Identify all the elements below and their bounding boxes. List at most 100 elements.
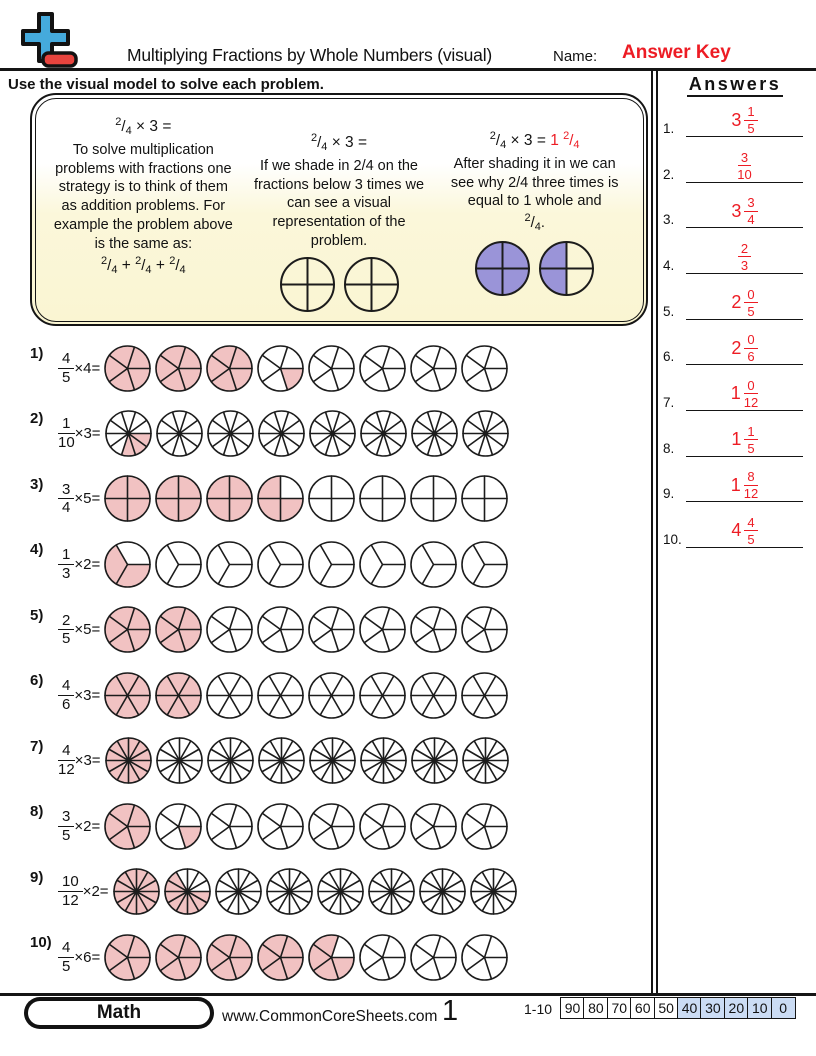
fraction-circle <box>257 410 305 457</box>
equation-op: × 3 = <box>136 117 172 135</box>
example-text-2: If we shade in 2/4 on the fractions belo… <box>253 157 425 250</box>
fraction-circle <box>410 802 458 850</box>
plus-sign: + <box>121 256 131 274</box>
fraction-circle <box>104 540 152 588</box>
problem-row: 5) 2 5 ×5= <box>30 600 652 660</box>
answer-whole: 1 <box>730 383 741 404</box>
answers-title-text: Answers <box>686 74 784 97</box>
example-box: 2/4 × 3 = To solve multiplication proble… <box>30 93 648 326</box>
fraction-circle <box>469 868 517 915</box>
fraction-circle <box>410 475 458 523</box>
problem-number: 1) <box>30 345 44 362</box>
fraction-circle <box>461 344 509 392</box>
fraction-circle <box>410 737 458 784</box>
fraction-circle <box>155 475 203 523</box>
fraction-circle <box>214 868 262 915</box>
answer-number: 3. <box>663 212 675 228</box>
answer-item: 4. 2 3 <box>659 232 813 274</box>
page-number: 1 <box>442 995 459 1027</box>
fraction-circle <box>206 737 254 784</box>
fraction-circle <box>155 671 203 719</box>
problem-circles <box>103 802 509 851</box>
fraction-circle <box>104 737 152 784</box>
answer-fraction: 3 10 <box>737 149 752 182</box>
score-range-label: 1-10 <box>524 1001 553 1017</box>
score-cell: 10 <box>747 997 773 1019</box>
answer-whole: 2 <box>731 292 742 313</box>
example-circles-2 <box>245 256 433 313</box>
answer-whole: 2 <box>731 337 742 358</box>
problem-row: 6) 4 6 ×3= <box>30 665 652 725</box>
answer-number: 9. <box>663 486 675 502</box>
problem-circles <box>103 605 509 654</box>
problem-multiplier: ×4= <box>74 359 101 377</box>
answer-item: 10. 4 4 5 <box>659 506 813 548</box>
fraction-circle <box>257 540 305 588</box>
problem-row: 8) 3 5 ×2= <box>30 796 652 856</box>
answer-item: 3. 3 3 4 <box>659 186 813 229</box>
answer-whole: 4 <box>731 520 742 541</box>
problem-multiplier: ×5= <box>74 490 101 508</box>
fraction-circle <box>308 933 356 981</box>
fraction-circle <box>461 737 509 784</box>
fraction-circle <box>367 868 415 915</box>
answer-value: 1 0 12 <box>686 379 803 409</box>
problem-number: 5) <box>30 606 44 624</box>
answer-whole: 3 <box>731 109 742 130</box>
fraction-circle <box>104 933 152 981</box>
problem-number: 7) <box>30 737 44 755</box>
answer-number: 1. <box>663 121 675 136</box>
fraction-circle <box>461 410 509 457</box>
score-cell: 30 <box>700 997 726 1019</box>
example-equation-2: 2/4 × 3 = <box>245 131 433 154</box>
problem-circles <box>103 671 509 720</box>
problem-multiplier: ×3= <box>74 752 101 770</box>
answer-value: 3 10 <box>686 151 803 181</box>
fraction-circle <box>410 606 458 654</box>
fraction-circle <box>104 671 152 719</box>
inline-fraction: 2/4 <box>101 254 118 276</box>
fraction-circle <box>206 475 254 523</box>
fraction-circle <box>206 410 254 457</box>
fraction-circle <box>257 344 305 392</box>
fraction-circle <box>257 475 305 523</box>
fraction-circle <box>206 671 254 719</box>
problem-circles <box>103 933 509 982</box>
example-equation-3: 2/4 × 3 = 1 2/4 <box>441 129 629 152</box>
fraction-circle <box>359 737 407 784</box>
inline-fraction: 2/4 <box>524 212 541 234</box>
problem-number: 2) <box>30 410 44 428</box>
fraction-circle <box>461 933 509 981</box>
fraction-circle <box>104 475 152 523</box>
inline-fraction: 2/4 <box>135 254 152 276</box>
problem-row: 7) 4 12 ×3= <box>30 731 652 791</box>
score-table: 90 80 70 60 50 40 30 20 10 0 <box>560 997 796 1019</box>
fraction-circle <box>475 240 531 296</box>
answer-line <box>686 364 803 366</box>
problem-circles <box>104 736 510 785</box>
fraction-circle <box>410 671 458 719</box>
problem-row: 3) 3 4 ×5= <box>30 469 652 529</box>
example-sum: 2/4 + 2/4 + 2/4 <box>50 254 238 277</box>
fraction-circle <box>308 802 356 850</box>
fraction-circle <box>257 802 305 850</box>
fraction-circle <box>257 606 305 654</box>
answer-number: 2. <box>663 166 675 182</box>
answer-value: 1 8 12 <box>686 470 803 500</box>
answer-item: 1. 3 1 5 <box>659 95 813 137</box>
fraction-circle <box>410 410 458 457</box>
problem-fraction: 10 12 <box>58 874 83 909</box>
answer-line <box>686 455 803 457</box>
fraction-circle <box>257 671 305 719</box>
answer-key-label: Answer Key <box>622 42 731 63</box>
fraction-circle <box>308 344 356 392</box>
problem-circles <box>112 867 518 916</box>
